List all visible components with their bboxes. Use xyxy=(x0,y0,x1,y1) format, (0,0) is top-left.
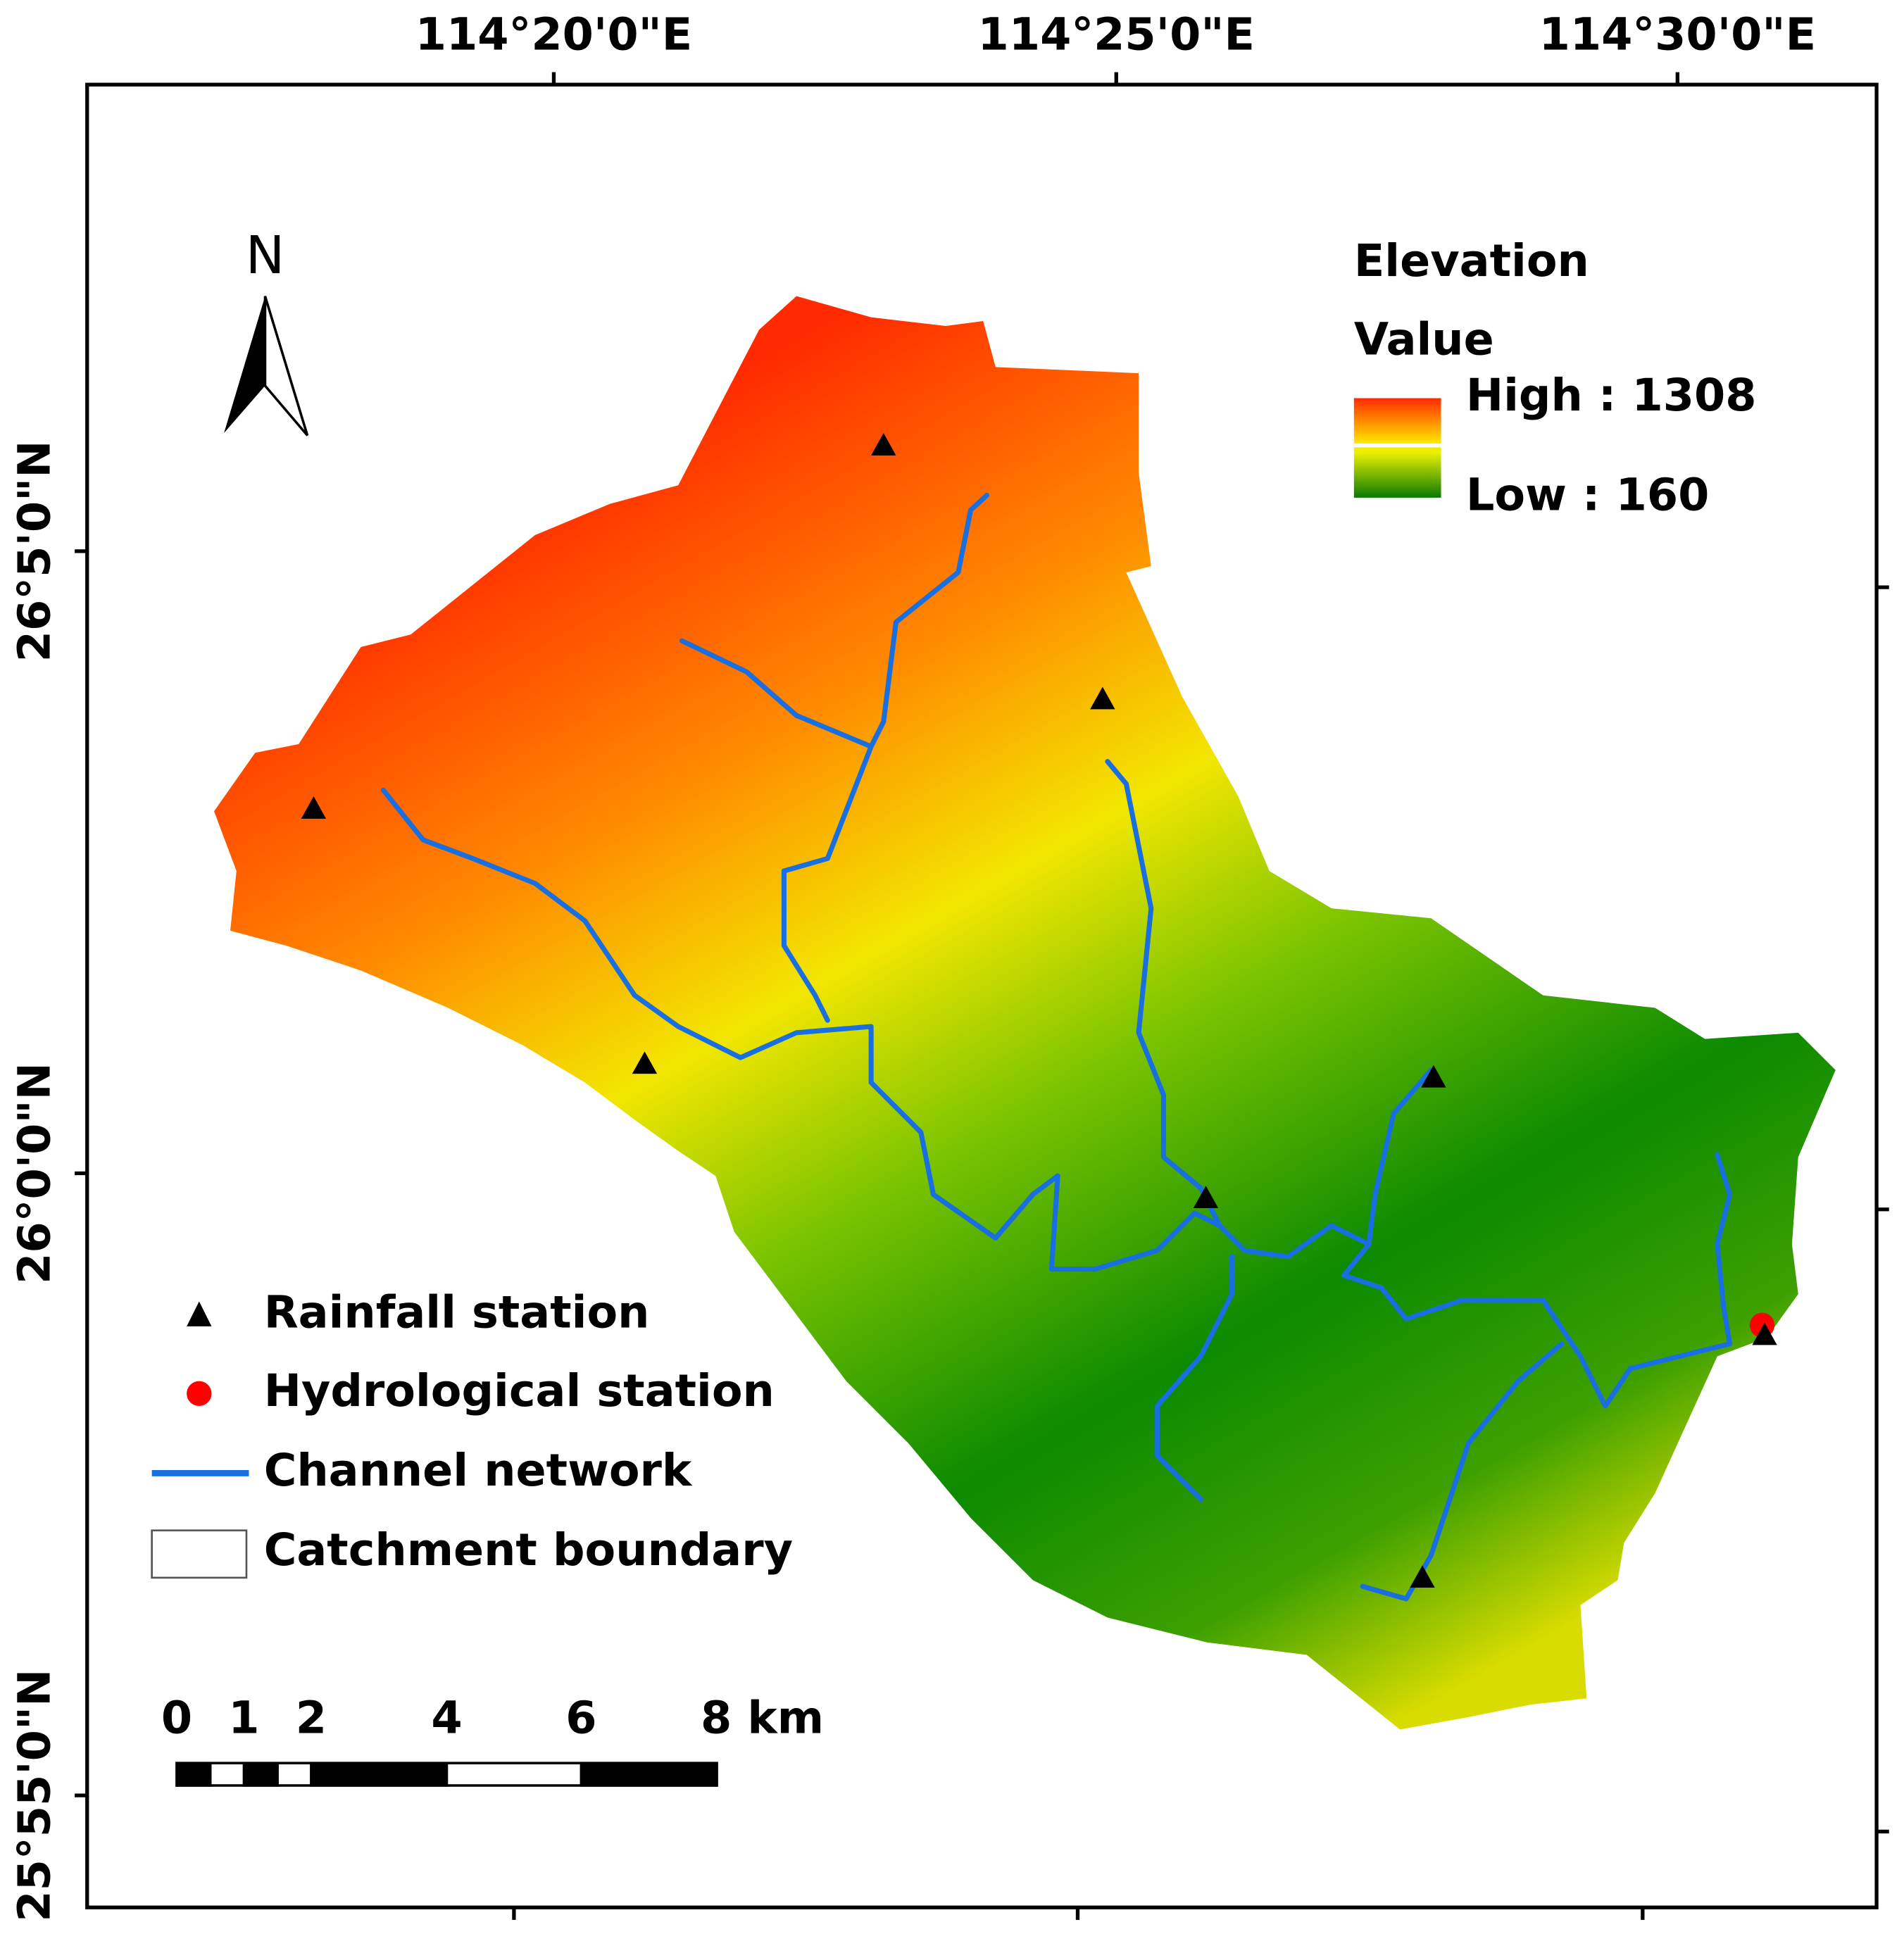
legend-label: Catchment boundary xyxy=(264,1524,793,1576)
scale-label: 4 xyxy=(431,1693,462,1745)
legend-label: Rainfall station xyxy=(264,1287,650,1339)
legend-subtitle: Value xyxy=(1354,314,1494,366)
scale-label: 8 km xyxy=(701,1693,824,1745)
scale-label: 6 xyxy=(565,1693,596,1745)
scale-label: 1 xyxy=(228,1693,259,1745)
scale-label: 2 xyxy=(296,1693,327,1745)
lon-label: 114°20'0"E xyxy=(415,9,692,61)
scale-label: 0 xyxy=(161,1693,192,1745)
rainfall-stations xyxy=(301,433,1777,1588)
legend-label: Hydrological station xyxy=(264,1365,775,1417)
ticks xyxy=(75,72,1889,1920)
lat-label: 25°55'0"N xyxy=(9,1669,61,1922)
north-arrow: N xyxy=(224,225,309,437)
legend-low: Low : 160 xyxy=(1466,469,1710,521)
scale-bar xyxy=(175,1762,718,1787)
lon-label: 114°30'0"E xyxy=(1539,9,1816,61)
legend-symbol xyxy=(151,1529,248,1579)
legend-symbol xyxy=(187,1301,212,1326)
lat-label: 26°5'0"N xyxy=(9,441,61,663)
legend-high: High : 1308 xyxy=(1466,370,1757,422)
catchment xyxy=(214,296,1836,1730)
north-label: N xyxy=(246,225,285,286)
legend-title: Elevation xyxy=(1354,235,1589,287)
lat-label: 26°0'0"N xyxy=(9,1062,61,1284)
channel-network xyxy=(380,492,1733,1602)
lon-label: 114°25'0"E xyxy=(978,9,1255,61)
legend-symbol xyxy=(187,1381,212,1407)
elevation-ramp xyxy=(1353,398,1441,498)
legend-label: Channel network xyxy=(264,1445,693,1497)
